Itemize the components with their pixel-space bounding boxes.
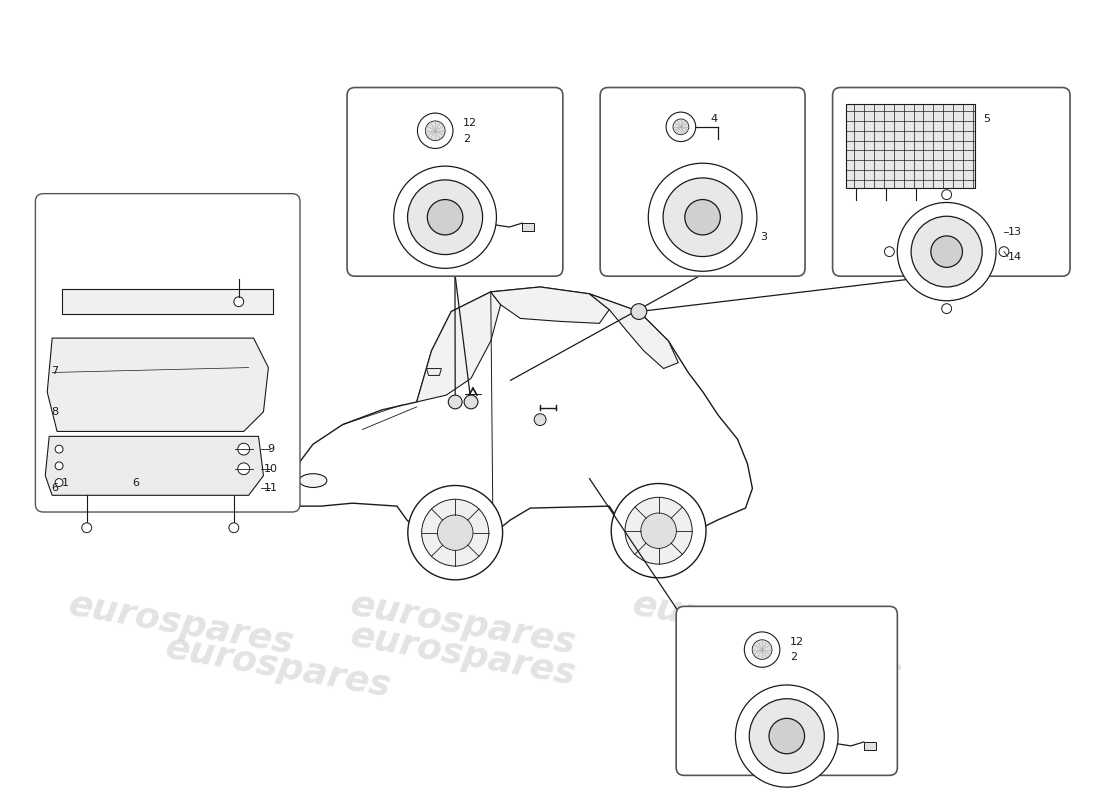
PathPatch shape [286, 469, 298, 490]
Text: 8: 8 [52, 406, 58, 417]
Circle shape [749, 698, 824, 774]
Circle shape [884, 246, 894, 257]
PathPatch shape [491, 287, 609, 323]
Text: eurospares: eurospares [163, 630, 394, 704]
Text: 12: 12 [463, 118, 477, 128]
Circle shape [942, 304, 952, 314]
Text: 3: 3 [760, 232, 767, 242]
Text: 6: 6 [52, 483, 58, 494]
Ellipse shape [299, 474, 327, 487]
Circle shape [238, 443, 250, 455]
Circle shape [641, 513, 676, 548]
Text: 9: 9 [267, 444, 274, 454]
Circle shape [648, 163, 757, 271]
Circle shape [234, 297, 244, 306]
Circle shape [911, 216, 982, 287]
Circle shape [663, 178, 742, 257]
Text: eurospares: eurospares [630, 587, 861, 661]
Text: eurospares: eurospares [65, 587, 296, 661]
FancyBboxPatch shape [676, 606, 898, 775]
Text: 2: 2 [790, 653, 796, 662]
Bar [864, 742, 876, 750]
Circle shape [55, 462, 63, 470]
Circle shape [752, 640, 772, 659]
Text: 12: 12 [790, 637, 804, 646]
Text: 14: 14 [1008, 251, 1022, 262]
Circle shape [417, 113, 453, 149]
Text: 11: 11 [263, 483, 277, 494]
Circle shape [408, 180, 483, 254]
Text: 1: 1 [62, 478, 68, 487]
Circle shape [408, 486, 503, 580]
Circle shape [535, 414, 546, 426]
Circle shape [394, 166, 496, 268]
FancyBboxPatch shape [35, 194, 300, 512]
Text: 6: 6 [133, 478, 140, 487]
Text: 5: 5 [982, 114, 990, 124]
Circle shape [81, 523, 91, 533]
Circle shape [898, 202, 996, 301]
Circle shape [625, 498, 692, 564]
Circle shape [426, 121, 446, 141]
Circle shape [769, 718, 804, 754]
Circle shape [438, 515, 473, 550]
Bar [522, 223, 534, 231]
FancyBboxPatch shape [601, 87, 805, 276]
FancyBboxPatch shape [62, 289, 273, 314]
PathPatch shape [45, 436, 264, 495]
Circle shape [464, 395, 477, 409]
Text: 4: 4 [711, 114, 717, 124]
Circle shape [736, 685, 838, 787]
Bar [846, 104, 975, 188]
PathPatch shape [417, 292, 500, 402]
Text: 13: 13 [1008, 227, 1022, 237]
PathPatch shape [590, 294, 679, 369]
Circle shape [673, 119, 689, 134]
PathPatch shape [278, 287, 752, 547]
Text: 2: 2 [463, 134, 470, 144]
Circle shape [55, 478, 63, 486]
Text: eurospares: eurospares [673, 619, 904, 692]
Circle shape [238, 463, 250, 474]
Text: eurospares: eurospares [348, 587, 579, 661]
Circle shape [999, 246, 1009, 257]
Circle shape [229, 523, 239, 533]
FancyBboxPatch shape [348, 87, 563, 276]
Circle shape [427, 199, 463, 235]
Circle shape [942, 190, 952, 199]
Circle shape [421, 499, 488, 566]
Circle shape [667, 112, 695, 142]
Text: eurospares: eurospares [348, 619, 579, 692]
PathPatch shape [427, 369, 441, 375]
Circle shape [931, 236, 962, 267]
Circle shape [612, 483, 706, 578]
PathPatch shape [47, 338, 268, 431]
Circle shape [745, 632, 780, 667]
Circle shape [685, 199, 720, 235]
Text: 7: 7 [52, 366, 58, 375]
Circle shape [449, 395, 462, 409]
Circle shape [631, 304, 647, 319]
FancyBboxPatch shape [833, 87, 1070, 276]
Circle shape [55, 446, 63, 453]
Text: 10: 10 [263, 464, 277, 474]
